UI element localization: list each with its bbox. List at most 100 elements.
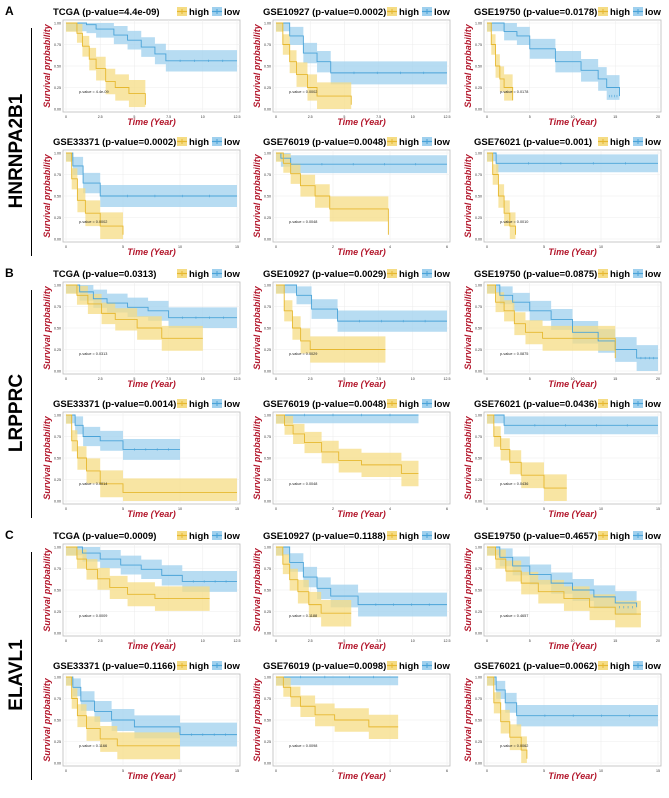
- plot-title: GSE19750 (p-value=0.0875): [474, 269, 597, 280]
- x-tick-label: 0: [65, 245, 67, 249]
- y-tick-label: 0.75: [54, 435, 61, 439]
- y-axis-label: Survival prpbability: [463, 23, 473, 108]
- y-tick-label: 0.75: [264, 305, 271, 309]
- y-tick-label: 0.25: [54, 478, 61, 482]
- high-survival-curve: [276, 546, 352, 614]
- p-value-annotation: p-value = 0.0875: [500, 352, 528, 356]
- high-confidence-band: [66, 415, 237, 501]
- x-tick-label: 15: [613, 639, 617, 643]
- y-tick-label: 1.00: [475, 545, 482, 549]
- km-plot: GSE76019 (p-value=0.0048) high low 0.00 0.25…: [252, 137, 450, 257]
- y-tick-label: 1.00: [264, 151, 271, 155]
- low-confidence-band: [276, 677, 399, 686]
- legend-low: low: [633, 7, 661, 18]
- legend-high: high: [387, 7, 419, 18]
- y-tick-label: 1.00: [264, 545, 271, 549]
- plot-title: GSE19750 (p-value=0.0178): [474, 7, 597, 18]
- km-plot: TCGA (p-value=0.0313) high low 0.00 0.25 0.50…: [42, 269, 241, 389]
- high-confidence-band: [276, 415, 419, 487]
- x-tick-label: 4: [389, 507, 391, 511]
- x-tick-label: 12.5: [444, 115, 451, 119]
- x-axis-label: Time (Year): [337, 379, 386, 389]
- y-tick-label: 0.75: [54, 305, 61, 309]
- y-axis-label: Survival prpbability: [463, 415, 473, 500]
- legend-high-label: high: [610, 531, 630, 542]
- legend-low: low: [212, 137, 240, 148]
- y-tick-label: 0.50: [54, 326, 61, 330]
- km-plot: GSE76019 (p-value=0.0098) high low 0.00 0.25…: [252, 661, 450, 781]
- y-tick-label: 0.00: [475, 761, 482, 765]
- x-axis-label: Time (Year): [337, 641, 386, 651]
- x-tick-label: 6: [446, 245, 448, 249]
- high-confidence-band: [487, 415, 567, 501]
- x-tick-label: 10: [178, 769, 182, 773]
- y-tick-label: 0.75: [475, 305, 482, 309]
- x-tick-label: 2.5: [308, 639, 313, 643]
- x-tick-label: 0: [486, 115, 488, 119]
- y-tick-label: 0.25: [475, 740, 482, 744]
- x-tick-label: 0: [65, 507, 67, 511]
- x-tick-label: 15: [235, 245, 239, 249]
- high-survival-curve: [66, 676, 180, 747]
- x-tick-label: 0: [65, 115, 67, 119]
- high-confidence-band: [66, 153, 123, 239]
- legend-high-label: high: [399, 269, 419, 280]
- x-tick-label: 12.5: [234, 115, 241, 119]
- legend-low: low: [633, 661, 661, 672]
- high-survival-curve: [487, 414, 567, 489]
- legend-low-label: low: [224, 399, 240, 410]
- x-axis-label: Time (Year): [548, 247, 597, 257]
- x-tick-label: 5: [122, 245, 124, 249]
- y-axis-label: Survival prpbability: [252, 285, 262, 370]
- legend-low-label: low: [645, 661, 661, 672]
- y-tick-label: 0.25: [475, 216, 482, 220]
- x-tick-label: 0: [486, 377, 488, 381]
- low-confidence-band: [66, 415, 180, 460]
- x-tick-label: 15: [656, 507, 660, 511]
- high-survival-curve: [276, 152, 389, 235]
- y-axis-label: Survival prpbability: [252, 415, 262, 500]
- x-tick-label: 12.5: [444, 639, 451, 643]
- y-tick-label: 0.75: [264, 567, 271, 571]
- y-tick-label: 0.50: [475, 456, 482, 460]
- x-tick-label: 0: [275, 377, 277, 381]
- y-tick-label: 0.25: [54, 740, 61, 744]
- legend-high-label: high: [399, 137, 419, 148]
- low-survival-curve: [276, 546, 447, 606]
- y-tick-label: 1.00: [264, 675, 271, 679]
- km-plot: GSE33371 (p-value=0.1166) high low 0.00 0.25…: [42, 661, 240, 781]
- x-tick-label: 15: [613, 115, 617, 119]
- low-survival-curve: [487, 546, 638, 608]
- y-tick-label: 0.25: [264, 348, 271, 352]
- x-tick-label: 0: [275, 245, 277, 249]
- x-tick-label: 2: [332, 769, 334, 773]
- y-tick-label: 1.00: [54, 675, 61, 679]
- high-survival-curve: [276, 414, 419, 474]
- x-tick-label: 10: [571, 115, 575, 119]
- p-value-annotation: p-value = 0.0048: [289, 482, 317, 486]
- x-axis-label: Time (Year): [127, 771, 176, 781]
- y-axis-label: Survival prpbability: [463, 153, 473, 238]
- x-axis-label: Time (Year): [548, 509, 597, 519]
- legend-low: low: [212, 7, 240, 18]
- high-survival-curve: [487, 546, 641, 615]
- km-plot: TCGA (p-value=0.0009) high low 0.00 0.25 0.50…: [42, 531, 241, 651]
- gene-label: HNRNPA2B1: [6, 93, 27, 209]
- low-confidence-band: [487, 23, 620, 109]
- x-tick-label: 6: [446, 769, 448, 773]
- x-axis-label: Time (Year): [337, 771, 386, 781]
- km-plot: GSE10927 (p-value=0.0029) high low 0.00 0.25…: [252, 269, 451, 389]
- x-tick-label: 5: [343, 377, 345, 381]
- y-tick-label: 0.25: [54, 216, 61, 220]
- p-value-annotation: p-value = 0.0029: [289, 352, 317, 356]
- low-survival-curve: [487, 414, 658, 426]
- legend-high: high: [177, 531, 209, 542]
- y-tick-label: 1.00: [264, 21, 271, 25]
- x-tick-label: 10: [411, 639, 415, 643]
- low-survival-curve: [66, 546, 237, 582]
- y-tick-label: 0.25: [264, 216, 271, 220]
- x-tick-label: 0: [486, 507, 488, 511]
- y-tick-label: 0.00: [264, 107, 271, 111]
- legend-high-label: high: [399, 7, 419, 18]
- low-confidence-band: [66, 153, 237, 208]
